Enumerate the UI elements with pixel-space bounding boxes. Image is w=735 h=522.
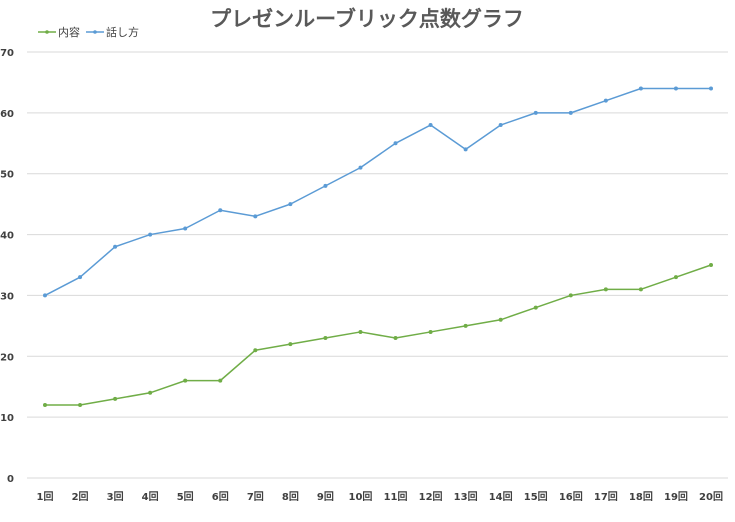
y-tick-label: 10: [0, 413, 14, 424]
x-tick-label: 19回: [664, 491, 688, 503]
data-point: [638, 287, 643, 292]
x-axis-ticks: 1回 2回 3回 4回 5回 6回 7回 8回 9回 10回 11回 12回 13回 14回 15回 16回 1…: [37, 491, 723, 503]
gridlines: [27, 51, 728, 479]
x-tick-label: 18回: [629, 491, 653, 503]
x-tick-label: 17回: [594, 491, 618, 503]
x-tick-label: 12回: [419, 491, 443, 503]
x-tick-label: 9回: [317, 491, 334, 503]
data-point: [78, 402, 83, 407]
series-lines: [43, 86, 713, 407]
x-tick-label: 6回: [212, 491, 229, 503]
data-point: [148, 232, 153, 237]
legend-label-hanashikata: 話し方: [106, 25, 139, 39]
x-tick-label: 8回: [282, 491, 299, 503]
legend-item-naiyou: 内容: [38, 25, 80, 39]
data-point: [323, 183, 328, 188]
y-tick-label: 50: [0, 170, 14, 181]
data-point: [288, 342, 293, 347]
data-point: [638, 86, 643, 91]
x-tick-label: 11回: [384, 491, 408, 503]
data-point: [218, 208, 223, 213]
data-point: [709, 263, 713, 267]
x-tick-label: 20回: [699, 491, 723, 503]
y-axis-ticks: 0 10 20 30 40 50 60 70: [0, 48, 14, 485]
data-point: [43, 402, 47, 407]
data-point: [253, 348, 258, 353]
data-point: [148, 390, 153, 395]
data-point: [603, 287, 608, 292]
data-point: [568, 110, 573, 115]
data-point: [428, 123, 433, 128]
legend-item-hanashikata: 話し方: [86, 25, 139, 39]
data-point: [709, 86, 713, 91]
data-point: [463, 323, 468, 328]
legend: 内容 話し方: [38, 25, 139, 39]
x-tick-label: 14回: [489, 491, 513, 503]
data-point: [113, 244, 118, 249]
data-point: [568, 293, 573, 298]
x-tick-label: 7回: [247, 491, 264, 503]
data-point: [393, 141, 398, 146]
x-tick-label: 1回: [37, 491, 54, 503]
data-point: [288, 202, 293, 207]
data-point: [358, 329, 363, 334]
data-point: [533, 110, 538, 115]
x-tick-label: 16回: [559, 491, 583, 503]
y-tick-label: 40: [0, 231, 14, 242]
data-point: [323, 336, 328, 341]
series-line-1: [44, 87, 711, 297]
legend-label-naiyou: 内容: [58, 25, 80, 39]
y-tick-label: 60: [0, 109, 14, 120]
data-point: [673, 275, 678, 280]
data-point: [253, 214, 258, 219]
data-point: [463, 147, 468, 152]
chart-title: プレゼンルーブリック点数グラフ: [210, 7, 524, 31]
data-point: [183, 378, 188, 383]
x-tick-label: 13回: [454, 491, 478, 503]
series-1: [43, 86, 713, 298]
data-point: [498, 317, 503, 322]
legend-marker-naiyou: [45, 30, 49, 34]
y-tick-label: 20: [0, 352, 14, 363]
data-point: [428, 329, 433, 334]
x-tick-label: 5回: [177, 491, 194, 503]
data-point: [183, 226, 188, 231]
x-tick-label: 10回: [349, 491, 373, 503]
data-point: [498, 123, 503, 128]
series-line-0: [45, 264, 712, 406]
data-point: [113, 396, 118, 401]
legend-marker-hanashikata: [93, 30, 97, 34]
x-tick-label: 3回: [107, 491, 124, 503]
x-tick-label: 2回: [72, 491, 89, 503]
data-point: [673, 86, 678, 91]
x-tick-label: 15回: [524, 491, 548, 503]
series-0: [43, 263, 713, 407]
data-point: [393, 336, 398, 341]
data-point: [43, 293, 47, 298]
y-tick-label: 0: [7, 474, 14, 485]
data-point: [603, 98, 608, 103]
data-point: [78, 275, 83, 280]
data-point: [358, 165, 363, 170]
x-tick-label: 4回: [142, 491, 159, 503]
y-tick-label: 30: [0, 291, 14, 302]
data-point: [218, 378, 223, 383]
data-point: [533, 305, 538, 310]
y-tick-label: 70: [0, 48, 14, 59]
